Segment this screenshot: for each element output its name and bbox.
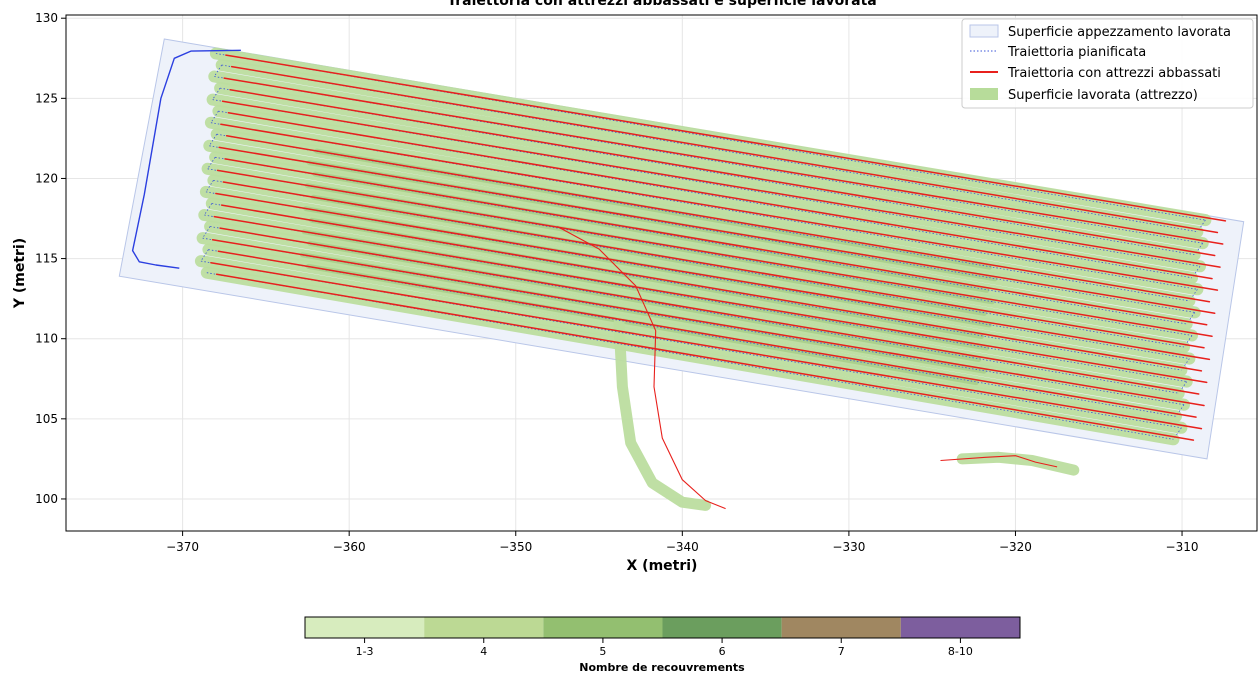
actual-pass [222,181,1205,349]
actual-pass [221,100,1221,268]
planned-connector [205,180,214,193]
planned-connector [207,157,216,170]
colorbar: 1-3 4 5 6 7 8-10 Nombre de recouvrements [304,616,1021,674]
planned-connector [200,249,209,262]
colorbar-tick-label: 7 [838,645,845,658]
colorbar-label: Nombre de recouvrements [579,661,745,674]
x-tick-label: −350 [499,540,532,554]
colorbar-tick-label: 6 [719,645,726,658]
actual-pass [215,192,1211,361]
legend-box [961,18,1254,109]
legend-label-coverage: Superficie lavorata (attrezzo) [1008,88,1198,103]
actual-pass [210,261,1203,430]
actual-pass [225,54,1227,222]
y-tick-label: 110 [35,332,58,346]
actual-pass [229,88,1216,257]
planned-pass [210,226,1179,394]
y-axis-label: Y (metri) [12,238,28,309]
actual-pass [211,238,1205,407]
actual-pass [216,169,1213,338]
planned-connector [213,64,223,77]
colorbar-cell [424,617,544,638]
planned-connector [202,226,211,239]
x-axis: −370 −360 −350 −340 −330 −320 −310 [166,531,1199,554]
legend-label-planned: Traiettoria pianificata [1007,45,1146,60]
y-axis: 100 105 110 115 120 125 130 [35,11,66,506]
actual-pass [220,123,1219,291]
planned-pass [211,203,1182,371]
actual-stray-path [940,455,1058,468]
planned-pass [204,214,1187,382]
planned-connector [210,110,219,123]
y-tick-label: 120 [35,171,58,185]
x-axis-label: X (metri) [627,558,698,574]
y-tick-label: 130 [35,11,58,25]
legend-item-planned: Traiettoria pianificata [970,45,1146,60]
chart-title: Traiettoria con attrezzi abbassati e sup… [447,0,876,9]
colorbar-tick-label: 1-3 [356,645,374,658]
x-tick-label: −320 [999,540,1032,554]
actual-pass [230,65,1219,234]
actual-trajectory-layer [210,54,1227,510]
y-tick-label: 105 [35,412,58,426]
planned-headland-curve [131,49,241,269]
colorbar-cell [305,617,425,638]
colorbar-tick-label: 8-10 [948,645,973,658]
actual-pass [215,273,1195,441]
actual-pass [213,215,1208,384]
actual-pass [220,204,1203,372]
plot-area-frame [65,14,1258,532]
planned-pass [212,99,1201,267]
colorbar-cell [900,617,1020,638]
colorbar-frame [304,616,1021,639]
planned-connector [208,133,218,147]
colorbar-tick-label: 4 [480,645,487,658]
colorbar-cell [543,617,663,638]
planned-connector [203,203,213,216]
x-tick-label: −370 [166,540,199,554]
coverage-layer [194,47,1212,511]
planned-connector [212,87,221,100]
x-tick-label: −310 [1166,540,1199,554]
legend: Superficie appezzamento lavorata Traiett… [961,18,1254,109]
actual-pass [224,158,1208,326]
planned-pass [214,76,1203,244]
actual-pass [218,146,1216,314]
actual-pass [219,227,1200,395]
coverage-stray [613,317,712,511]
planned-pass [210,122,1198,290]
x-tick-label: −330 [832,540,865,554]
y-tick-label: 125 [35,91,58,105]
legend-item-actual: Traiettoria con attrezzi abbassati [970,66,1221,81]
planned-pass [215,53,1206,221]
planned-pass [208,249,1177,417]
x-tick-label: −360 [333,540,366,554]
legend-swatch-coverage [970,88,998,100]
legend-label-actual: Traiettoria con attrezzi abbassati [1007,66,1221,81]
colorbar-cell [781,617,901,638]
legend-item-field: Superficie appezzamento lavorata [969,24,1231,40]
legend-swatch-field [969,24,999,38]
actual-pass [227,112,1213,280]
actual-pass [223,77,1224,245]
colorbar-tick-label: 5 [599,645,606,658]
actual-pass [217,250,1197,418]
colorbar-cell [662,617,782,638]
y-tick-label: 115 [35,252,58,266]
actual-stray-path [557,226,726,510]
actual-pass [225,135,1211,303]
coverage-stray [956,451,1080,476]
y-tick-label: 100 [35,492,58,506]
legend-item-coverage: Superficie lavorata (attrezzo) [970,88,1198,103]
planned-pass [206,272,1174,440]
x-tick-label: −340 [666,540,699,554]
legend-label-field: Superficie appezzamento lavorata [1008,25,1231,40]
